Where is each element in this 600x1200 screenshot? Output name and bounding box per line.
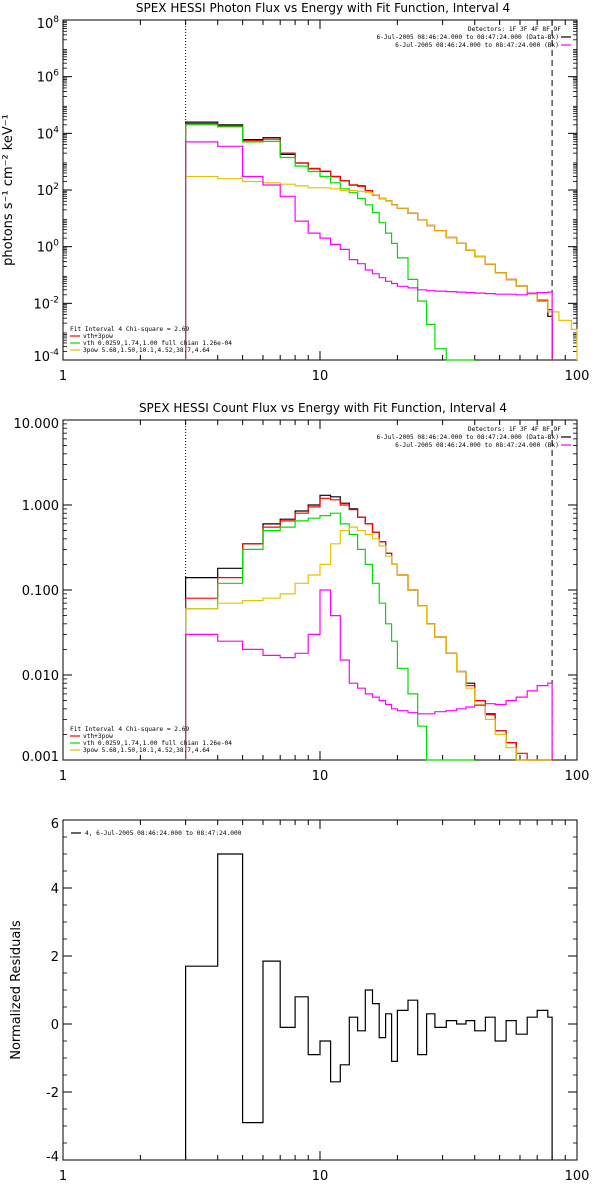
detectors-label: Detectors: 1F 3F 4F 8F 9F — [468, 426, 561, 433]
y-tick-label: 106 — [37, 69, 60, 86]
legend-entry-label: vth 0.0259,1.74,1.00 full chian 1.26e-04 — [83, 340, 232, 347]
y-tick-label: 1.000 — [22, 499, 59, 514]
histogram-series-3 — [185, 175, 578, 360]
y-axis-label: photons s⁻¹ cm⁻² keV⁻¹ — [1, 114, 16, 266]
axis-ticks: 1 10 100 0.001 0.010 0.100 1.000 10.000 — [14, 417, 590, 784]
histogram-series-0 — [185, 121, 553, 360]
y-tick-label: 10-4 — [33, 348, 59, 365]
residuals-panel: Normalized Residuals 1 10 100 -4 -2 0 2 4 6 4, 6… — [9, 817, 589, 1184]
x-tick-label: 1 — [59, 1169, 67, 1184]
legend-entry-label: 6-Jul-2005 08:46:24.000 to 08:47:24.000 … — [395, 42, 559, 49]
axis-ticks: 1 10 100 -4 -2 0 2 4 6 — [46, 817, 589, 1184]
legend: Detectors: 1F 3F 4F 8F 9F6-Jul-2005 08:4… — [70, 26, 571, 354]
histogram-series-2 — [185, 512, 475, 761]
legend-entry-label: vth+3pow — [83, 333, 113, 340]
legend-entry-label: 4, 6-Jul-2005 08:46:24.000 to 08:47:24.0… — [85, 830, 242, 837]
series-group — [185, 420, 553, 761]
legend: 4, 6-Jul-2005 08:46:24.000 to 08:47:24.0… — [71, 830, 242, 837]
histogram-series-4 — [185, 141, 553, 360]
histogram-series-1 — [185, 497, 553, 761]
y-axis-label: Normalized Residuals — [9, 920, 24, 1060]
series-group — [185, 853, 553, 1160]
legend: Detectors: 1F 3F 4F 8F 9F6-Jul-2005 08:4… — [70, 426, 571, 754]
histogram-series-0 — [185, 853, 553, 1160]
series-group — [185, 20, 578, 361]
x-tick-label: 100 — [565, 769, 590, 784]
photon-flux-panel: SPEX HESSI Photon Flux vs Energy with Fi… — [1, 1, 589, 384]
y-tick-label: 0.010 — [22, 669, 59, 684]
count-flux-panel: SPEX HESSI Count Flux vs Energy with Fit… — [14, 401, 590, 784]
x-tick-label: 1 — [59, 769, 67, 784]
legend-entry-label: 3pow 5.68,1.50,10.1,4.52,38.7,4.64 — [83, 347, 210, 354]
y-tick-label: 4 — [51, 882, 59, 897]
legend-entry-label: 6-Jul-2005 08:46:24.000 to 08:47:24.000 … — [376, 34, 559, 41]
y-tick-label: -2 — [46, 1086, 59, 1101]
y-tick-label: 0 — [51, 1018, 59, 1033]
legend-entry-label: 6-Jul-2005 08:46:24.000 to 08:47:24.000 … — [376, 434, 559, 441]
y-tick-label: 10.000 — [14, 417, 60, 432]
y-tick-label: 2 — [51, 950, 59, 965]
y-tick-label: 102 — [37, 182, 59, 199]
x-tick-label: 10 — [312, 1169, 329, 1184]
y-tick-label: 0.100 — [22, 584, 59, 599]
y-tick-label: 0.001 — [22, 750, 59, 765]
legend-entry-label: 6-Jul-2005 08:46:24.000 to 08:47:24.000 … — [395, 442, 559, 449]
histogram-series-4 — [185, 589, 553, 760]
plot-frame — [62, 19, 578, 361]
y-tick-label: 6 — [51, 817, 59, 832]
x-tick-label: 1 — [59, 369, 67, 384]
y-tick-label: 10-2 — [33, 295, 59, 312]
x-tick-label: 100 — [565, 1169, 590, 1184]
axis-ticks: 1 10 100 10-4 10-2 100 102 104 106 108 — [33, 15, 589, 384]
x-tick-label: 100 — [565, 369, 590, 384]
x-tick-label: 10 — [312, 369, 329, 384]
histogram-series-3 — [185, 526, 553, 761]
y-tick-label: 108 — [37, 15, 60, 32]
legend-entry-label: 3pow 5.68,1.50,10.1,4.52,38.7,4.64 — [83, 747, 210, 754]
panel-title: SPEX HESSI Count Flux vs Energy with Fit… — [139, 401, 507, 415]
fit-interval-label: Fit Interval 4 Chi-square = 2.69 — [70, 326, 189, 333]
y-tick-label: -4 — [46, 1150, 59, 1165]
legend-entry-label: vth+3pow — [83, 733, 113, 740]
panel-title: SPEX HESSI Photon Flux vs Energy with Fi… — [136, 1, 510, 15]
plot-frame — [62, 819, 578, 1161]
histogram-series-1 — [185, 123, 553, 360]
y-tick-label: 104 — [37, 125, 60, 142]
y-tick-label: 100 — [37, 239, 60, 256]
detectors-label: Detectors: 1F 3F 4F 8F 9F — [468, 26, 561, 33]
histogram-series-2 — [185, 124, 475, 361]
legend-entry-label: vth 0.0259,1.74,1.00 full chian 1.26e-04 — [83, 740, 232, 747]
fit-interval-label: Fit Interval 4 Chi-square = 2.69 — [70, 726, 189, 733]
x-tick-label: 10 — [312, 769, 329, 784]
